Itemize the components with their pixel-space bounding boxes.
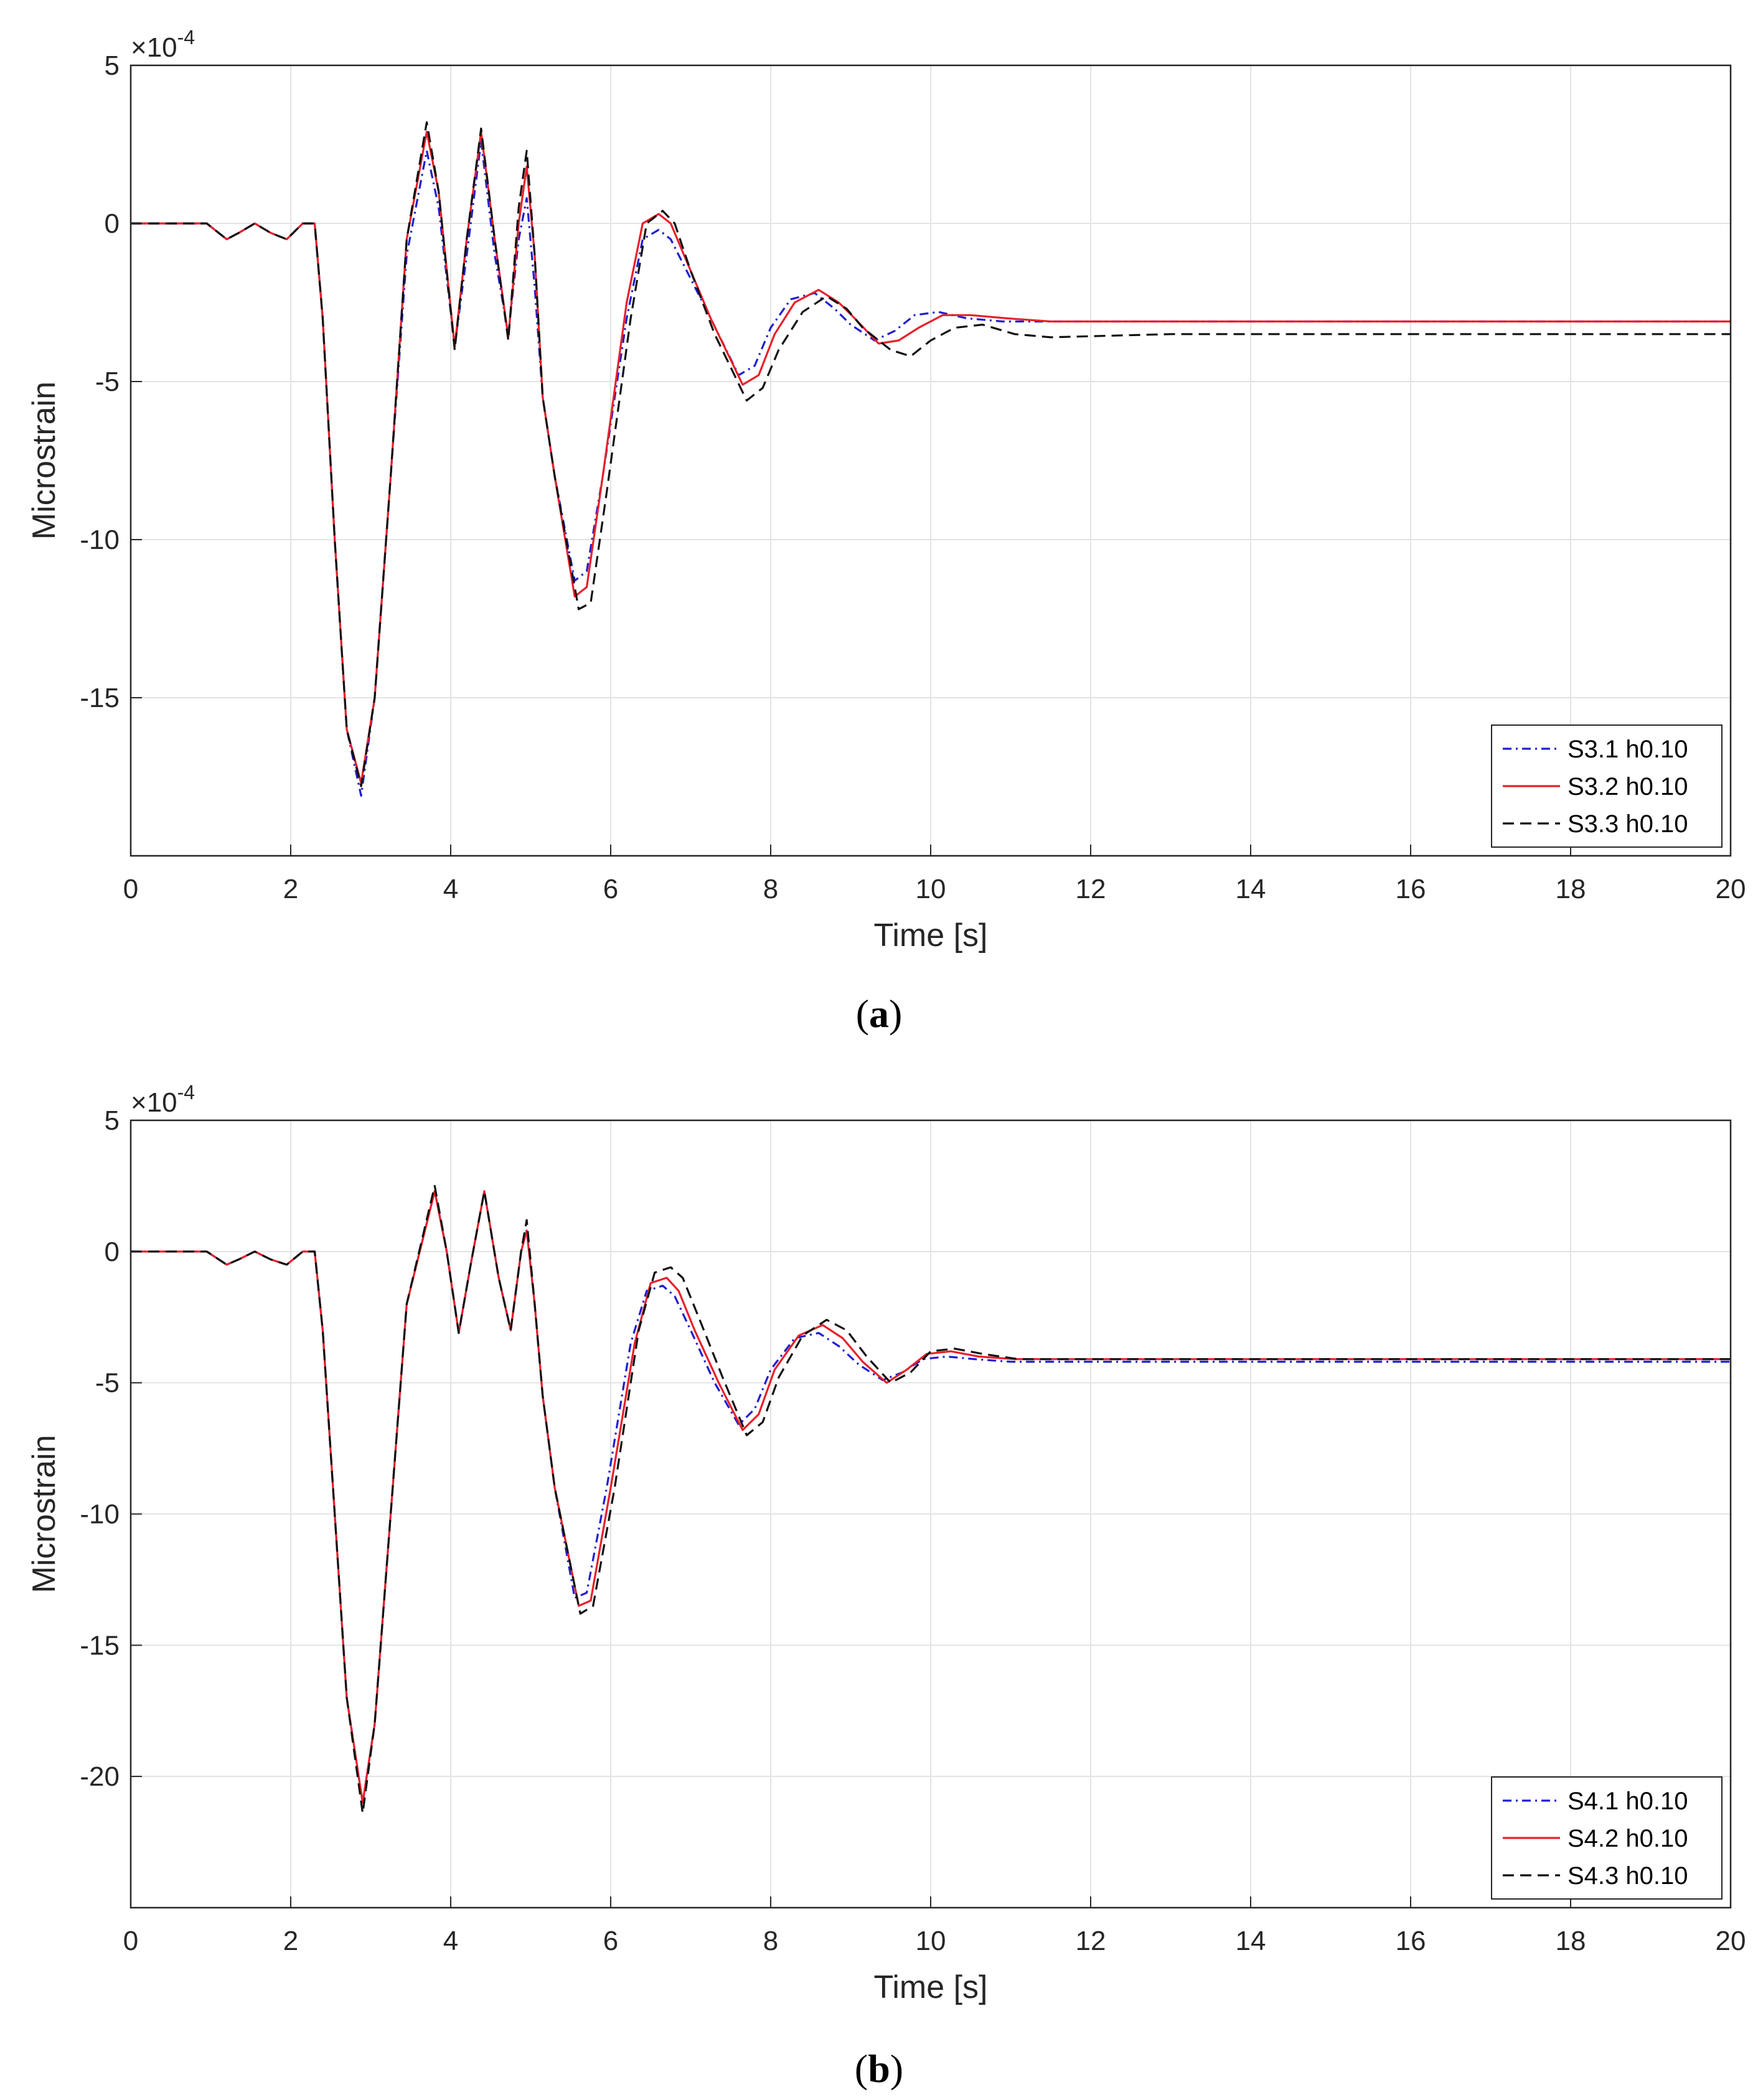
x-tick-label: 2 [283, 1926, 298, 1956]
x-tick-label: 18 [1556, 874, 1586, 904]
x-tick-label: 16 [1396, 1926, 1426, 1956]
y-tick-label: -5 [95, 367, 120, 397]
panel-caption: (b) [855, 2046, 903, 2091]
x-tick-label: 16 [1396, 874, 1426, 904]
x-tick-label: 0 [123, 874, 138, 904]
y-tick-label: -10 [80, 1499, 120, 1530]
x-tick-label: 10 [916, 874, 946, 904]
legend-label-series-3: S4.3 h0.10 [1568, 1862, 1688, 1890]
y-tick-label: -20 [80, 1761, 120, 1792]
x-tick-label: 2 [283, 874, 298, 904]
x-axis-label: Time [s] [874, 1969, 988, 2005]
x-tick-label: 12 [1076, 1926, 1106, 1956]
y-tick-label: 0 [105, 209, 120, 239]
y-axis-label: Microstrain [26, 1435, 62, 1593]
y-tick-label: 5 [105, 1105, 120, 1136]
x-axis-label: Time [s] [874, 917, 988, 954]
y-multiplier: ×10-4 [131, 1081, 195, 1118]
x-tick-label: 6 [603, 1926, 618, 1956]
x-tick-label: 8 [763, 874, 778, 904]
x-tick-label: 8 [763, 1926, 778, 1956]
y-multiplier: ×10-4 [131, 26, 195, 63]
x-tick-label: 18 [1556, 1926, 1586, 1956]
y-tick-label: 0 [105, 1237, 120, 1267]
legend-label-series-1: S3.1 h0.10 [1568, 736, 1688, 763]
y-tick-label: -5 [95, 1368, 120, 1399]
legend-box [1491, 724, 1723, 848]
x-tick-label: 20 [1716, 874, 1746, 904]
panel-b: 0 2 4 6 8 10 12 14 16 18 20 5 0 -5 -10 -15 -20 ×10-4 Tim… [26, 1081, 1746, 2091]
x-tick-label: 4 [443, 874, 458, 904]
x-tick-label: 14 [1236, 874, 1266, 904]
series-line-3 [131, 121, 1731, 787]
x-tick-label: 0 [123, 1926, 138, 1956]
panel-caption: (a) [856, 991, 903, 1036]
x-tick-label: 4 [443, 1926, 458, 1956]
y-tick-label: -15 [80, 1630, 120, 1661]
panel-a: 0 2 4 6 8 10 12 14 16 18 20 5 0 -5 -10 -15 ×10-4 Time [… [26, 26, 1746, 1036]
legend: S4.1 h0.10 S4.2 h0.10 S4.3 h0.10 [1491, 1776, 1723, 1900]
x-tick-label: 20 [1716, 1926, 1746, 1956]
legend-label-series-2: S4.2 h0.10 [1568, 1825, 1688, 1852]
legend-label-series-1: S4.1 h0.10 [1568, 1788, 1688, 1815]
x-tick-label: 14 [1236, 1926, 1266, 1956]
legend-label-series-3: S3.3 h0.10 [1568, 810, 1688, 838]
y-tick-label: -15 [80, 683, 120, 713]
series-line-3 [131, 1184, 1731, 1814]
x-tick-label: 6 [603, 874, 618, 904]
y-tick-label: 5 [105, 50, 120, 81]
y-axis-label: Microstrain [26, 382, 62, 540]
x-tick-label: 12 [1076, 874, 1106, 904]
legend: S3.1 h0.10 S3.2 h0.10 S3.3 h0.10 [1491, 724, 1723, 848]
x-tick-label: 10 [916, 1926, 946, 1956]
legend-label-series-2: S3.2 h0.10 [1568, 773, 1688, 800]
y-tick-label: -10 [80, 525, 120, 555]
